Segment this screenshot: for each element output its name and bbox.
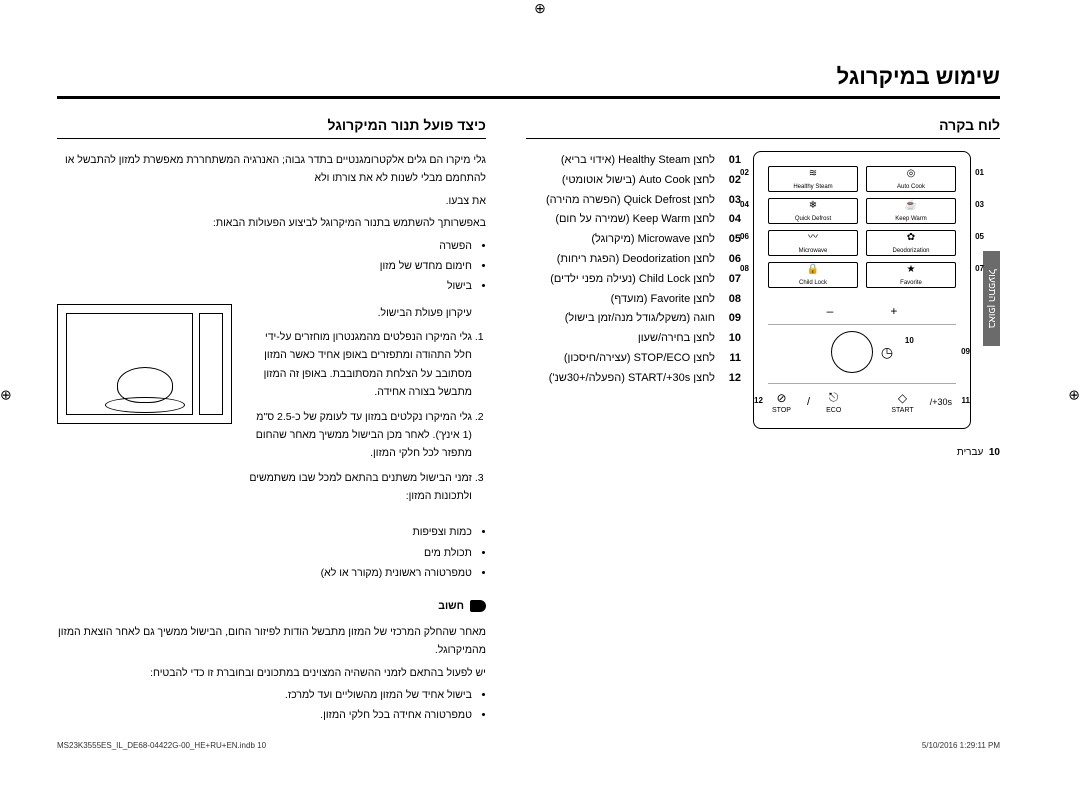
plus30s-label: /+30s: [930, 397, 952, 407]
stop-button-illus: ⊘STOP: [772, 391, 791, 414]
dial-knob: [831, 331, 873, 373]
microwave-illustration: [57, 304, 232, 424]
callout-05: 05: [975, 232, 984, 241]
panel-btn-quick-defrost: ❄Quick Defrost: [768, 198, 858, 224]
eco-button-illus: ⎋ECO: [826, 390, 841, 414]
callout-10: 10: [905, 336, 914, 345]
title-rule: [57, 96, 1000, 99]
crop-mark-top: ⊕: [534, 0, 546, 17]
side-tab: באופן התפעול: [983, 251, 1000, 346]
callout-12: 12: [754, 396, 763, 405]
para-1: גלי מיקרו הם גלים אלקטרומגנטיים בתדר גבו…: [57, 151, 486, 188]
numbered-list: עיקרון פעולת הבישול. גלי המיקרו הנפלטים …: [246, 304, 472, 512]
panel-btn-keep-warm: ☕Keep Warm: [866, 198, 956, 224]
callout-06: 06: [740, 232, 749, 241]
panel-btn-healthy-steam: ≋Healthy Steam: [768, 166, 858, 192]
bullets-2: כמות וצפיפות תכולת מים טמפרטורה ראשונית …: [57, 523, 472, 582]
page-title: שימוש במיקרוגל: [57, 64, 1000, 90]
callout-03: 03: [975, 200, 984, 209]
start-button-illus: ◇START: [891, 391, 913, 414]
callout-04: 04: [740, 200, 749, 209]
page-number: 10 עברית: [526, 447, 1000, 458]
note-bullets: בישול אחיד של המזון מהשוליים ועד למרכז. …: [57, 686, 472, 725]
footer-date: 5/10/2016 1:29:11 PM: [922, 741, 1000, 750]
callout-11: 11: [962, 396, 970, 405]
panel-divider-1: [768, 324, 956, 325]
bullets-1: הפשרה חימום מחדש של מזון בישול: [57, 237, 472, 296]
callout-08: 08: [740, 264, 749, 273]
note-1: מאחר שהחלק המרכזי של המזון מתבשל הודות ל…: [57, 623, 486, 660]
para-1b: את צבעו.: [57, 192, 486, 210]
panel-btn-deodorization: ✿Deodorization: [866, 230, 956, 256]
legend-list: 01לחצן Healthy Steam (אידוי בריא) 02לחצן…: [546, 151, 741, 389]
graphic-caption: עיקרון פעולת הבישול.: [246, 304, 472, 322]
footer-file: MS23K3555ES_IL_DE68-04422G-00_HE+RU+EN.i…: [57, 741, 266, 750]
clock-icon: ◷: [881, 344, 893, 361]
panel-btn-favorite: ★Favorite: [866, 262, 956, 288]
para-2: באפשרותך להשתמש בתנור המיקרוגל לביצוע הפ…: [57, 214, 486, 232]
crop-mark-left: ⊕: [0, 387, 12, 404]
callout-07: 07: [975, 264, 984, 273]
minus-icon: –: [827, 304, 834, 318]
callout-01: 01: [975, 168, 984, 177]
panel-divider-2: [768, 383, 956, 384]
crop-mark-right: ⊕: [1068, 387, 1080, 404]
note-2: יש לפעול בהתאם לזמני ההשהיה המצוינים במת…: [57, 664, 486, 682]
panel-btn-microwave: 〰Microwave: [768, 230, 858, 256]
panel-heading: לוח בקרה: [526, 117, 1000, 139]
callout-09: 09: [961, 347, 970, 356]
note-heading: חשוב: [57, 597, 486, 615]
panel-btn-auto-cook: ◎Auto Cook: [866, 166, 956, 192]
how-it-works-heading: כיצד פועל תנור המיקרוגל: [57, 117, 486, 139]
control-panel-illustration: 01 02 03 04 05 06 07 08 ≋Healthy Steam ◎…: [753, 151, 971, 429]
callout-02: 02: [740, 168, 749, 177]
panel-btn-child-lock: 🔒Child Lock: [768, 262, 858, 288]
plus-icon: +: [890, 304, 897, 318]
